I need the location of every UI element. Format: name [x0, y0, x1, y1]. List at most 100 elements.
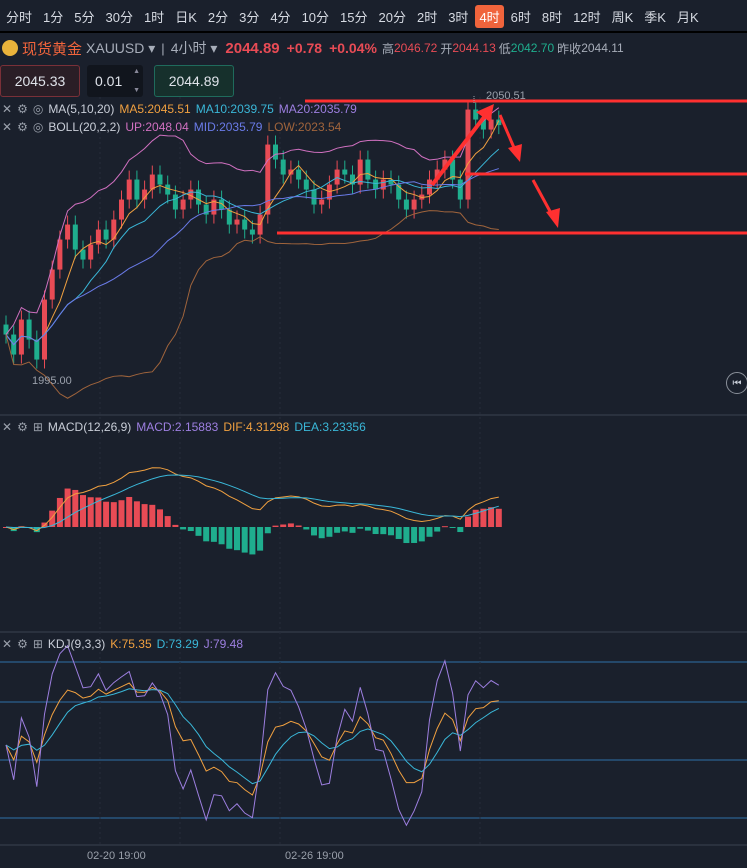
macd-bar: [164, 516, 171, 527]
candle-body: [480, 119, 486, 130]
annotation-arrowhead: [508, 144, 522, 162]
settings-icon[interactable]: ⚙: [17, 637, 28, 651]
ma20-value: MA20:2035.79: [278, 102, 357, 116]
scroll-to-latest-button[interactable]: ⏮: [726, 372, 747, 394]
tab-20[interactable]: 月K: [676, 9, 699, 25]
close-icon[interactable]: ✕: [2, 120, 13, 134]
settings-icon[interactable]: ⚙: [17, 102, 28, 116]
price-change-pct: +0.04%: [329, 40, 377, 56]
stepper-up-icon[interactable]: ▲: [133, 68, 140, 75]
macd-bar: [303, 527, 310, 530]
boll-up-line: [5, 107, 500, 335]
ma10-value: MA10:2039.75: [195, 102, 274, 116]
candle-body: [396, 184, 402, 200]
boll-low-value: LOW:2023.54: [267, 120, 342, 134]
macd-bar: [318, 527, 325, 539]
close-icon[interactable]: ✕: [2, 637, 13, 651]
j-line: [5, 644, 500, 827]
macd-bar: [180, 527, 187, 530]
symbol-selector[interactable]: XAUUSD ▾: [86, 39, 156, 56]
candle-body: [65, 224, 71, 240]
candle-body: [3, 324, 9, 335]
candle-body: [157, 174, 163, 185]
tab-13[interactable]: 3时: [448, 9, 469, 25]
period: 4小时: [170, 40, 207, 56]
macd-bar: [418, 527, 425, 542]
candle-body: [134, 179, 140, 200]
candle-body: [196, 189, 201, 205]
period-tabs: 分时 1分 5分 30分 1时 日K 2分 3分 4分 10分 15分 20分 2时 3时 4时 6时 8时 12…: [2, 4, 747, 28]
macd-bar: [33, 527, 40, 533]
settings-icon[interactable]: ⚙: [17, 120, 28, 134]
candle-body: [149, 174, 155, 190]
tab-14[interactable]: 4时: [475, 4, 504, 28]
close-icon[interactable]: ✕: [2, 102, 13, 116]
expand-icon[interactable]: ⊞: [32, 637, 43, 651]
tab-19[interactable]: 季K: [644, 9, 666, 25]
macd-bar: [357, 527, 364, 529]
candle-body: [249, 229, 255, 235]
tab-12[interactable]: 2时: [416, 9, 438, 25]
tab-11[interactable]: 20分: [378, 9, 406, 25]
tab-16[interactable]: 8时: [541, 9, 563, 25]
macd-bar: [465, 516, 471, 527]
candle-body: [95, 229, 101, 245]
boll-mid-value: MID:2035.79: [193, 120, 263, 134]
candle-body: [403, 199, 409, 210]
candle-body: [434, 169, 440, 180]
stepper-down-icon[interactable]: ▼: [133, 87, 140, 94]
macd-bar: [157, 509, 163, 527]
annotation-arrow-up: [430, 110, 490, 187]
annotation-arrow-down: [531, 179, 554, 216]
prev-close-label: 昨收: [557, 41, 582, 56]
candle-body: [273, 144, 278, 160]
prev-close-value: 2044.11: [581, 41, 624, 55]
macd-bar: [172, 524, 179, 527]
close-icon[interactable]: ✕: [2, 420, 13, 434]
tab-17[interactable]: 12时: [573, 9, 601, 25]
macd-bar: [80, 495, 86, 527]
visibility-icon[interactable]: ◎: [32, 102, 44, 116]
tab-8[interactable]: 4分: [270, 9, 291, 25]
buy-button[interactable]: 2044.89: [154, 65, 234, 97]
tab-1[interactable]: 1分: [43, 9, 64, 25]
tab-4[interactable]: 1时: [143, 9, 165, 25]
tab-18[interactable]: 周K: [611, 9, 634, 25]
macd-bar: [495, 508, 502, 527]
separator: |: [161, 40, 165, 56]
candle-body: [188, 189, 194, 200]
k-value: K:75.35: [110, 637, 152, 651]
d-value: D:73.29: [156, 637, 199, 651]
quantity-stepper[interactable]: 0.01 ▲ ▼: [87, 65, 143, 97]
candle-body: [496, 119, 502, 126]
open-label: 开: [440, 41, 453, 56]
candle-body: [280, 159, 286, 175]
tab-15[interactable]: 6时: [510, 9, 531, 25]
high-value: 2046.72: [393, 41, 438, 55]
candle-body: [34, 339, 40, 360]
last-price: 2044.89: [225, 39, 280, 57]
tab-10[interactable]: 15分: [340, 9, 368, 25]
settings-icon[interactable]: ⚙: [17, 420, 28, 434]
tab-3[interactable]: 30分: [105, 9, 133, 25]
macd-bar: [141, 504, 148, 527]
ma-name: MA(5,10,20): [48, 102, 115, 116]
tab-9[interactable]: 10分: [301, 9, 330, 25]
expand-icon[interactable]: ⊞: [32, 420, 43, 434]
period-selector[interactable]: 4小时 ▾: [170, 40, 218, 56]
tab-7[interactable]: 3分: [239, 9, 260, 25]
kdj-legend: ✕ ⚙ ⊞ KDJ(9,3,3) K:75.35 D:73.29 J:79.48: [2, 637, 243, 651]
tab-5[interactable]: 日K: [175, 9, 197, 25]
d-line: [5, 688, 500, 785]
sell-button[interactable]: 2045.33: [0, 65, 80, 97]
macd-bar: [49, 510, 56, 527]
candle-body: [226, 209, 232, 225]
tab-6[interactable]: 2分: [207, 9, 229, 25]
tab-0[interactable]: 分时: [6, 9, 33, 25]
dif-line: [5, 467, 499, 532]
visibility-icon[interactable]: ◎: [32, 120, 44, 134]
macd-bar: [411, 527, 418, 543]
tab-2[interactable]: 5分: [74, 9, 95, 25]
buy-price: 2044.89: [168, 73, 220, 89]
